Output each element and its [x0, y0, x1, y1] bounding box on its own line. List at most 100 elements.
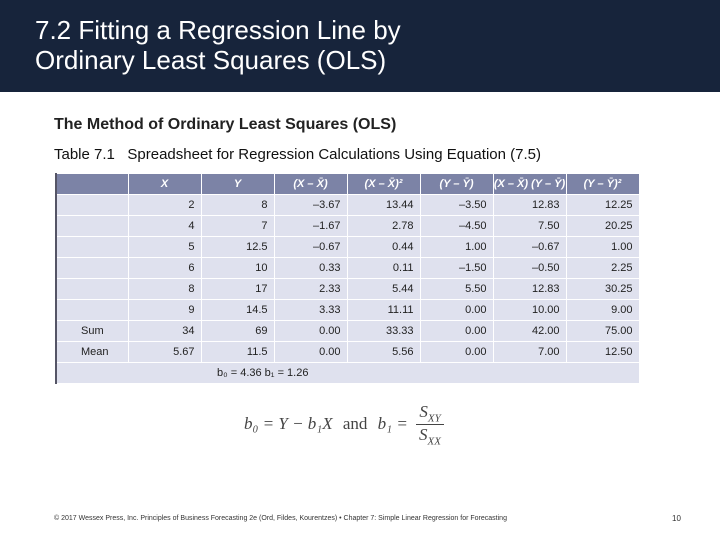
cell: 4: [127, 215, 202, 237]
cell: 9: [127, 299, 202, 321]
cell: 14.5: [200, 299, 275, 321]
row: 9 14.5 3.33 11.11 0.00 10.00 9.00: [55, 299, 640, 321]
cell: 12.83: [492, 278, 567, 300]
table-caption: Table 7.1 Spreadsheet for Regression Cal…: [54, 146, 541, 163]
row-label: [55, 299, 129, 321]
cell: 2.33: [273, 278, 348, 300]
header-cell: (Y – Ȳ)²: [565, 173, 640, 195]
row-label: [55, 236, 129, 258]
cell: 7.00: [492, 341, 567, 363]
den-sub: XX: [427, 435, 441, 448]
cell: 7: [200, 215, 275, 237]
row: 4 7 –1.67 2.78 –4.50 7.50 20.25: [55, 215, 640, 237]
caption-text: Spreadsheet for Regression Calculations …: [127, 146, 541, 163]
cell: 0.33: [273, 257, 348, 279]
cell: –1.50: [419, 257, 494, 279]
row: Sum 34 69 0.00 33.33 0.00 42.00 75.00: [55, 320, 640, 342]
header-cell: (X – X̄): [273, 173, 348, 195]
formula-lhs: b₀ = Y − b₁X: [244, 413, 333, 433]
cell: 5.44: [346, 278, 421, 300]
formula-rhs: b₁ =: [377, 413, 408, 433]
numerator: SXY: [416, 402, 444, 426]
cell: 12.5: [200, 236, 275, 258]
cell: 2.25: [565, 257, 640, 279]
title: 7.2 Fitting a Regression Line by: [35, 15, 401, 45]
cell: 0.11: [346, 257, 421, 279]
cell: –0.67: [492, 236, 567, 258]
row-label: [55, 215, 129, 237]
cell: –3.67: [273, 194, 348, 216]
title: Ordinary Least Squares (OLS): [35, 45, 387, 75]
cell: 5.56: [346, 341, 421, 363]
cell: 1.00: [565, 236, 640, 258]
row-label: [55, 194, 129, 216]
row: 8 17 2.33 5.44 5.50 12.83 30.25: [55, 278, 640, 300]
cell: 13.44: [346, 194, 421, 216]
cell: 8: [200, 194, 275, 216]
header-cell: (X – X̄)²: [346, 173, 421, 195]
row-label: Mean: [55, 341, 129, 363]
cell: 30.25: [565, 278, 640, 300]
cell: 20.25: [565, 215, 640, 237]
row: 2 8 –3.67 13.44 –3.50 12.83 12.25: [55, 194, 640, 216]
cell: 6: [127, 257, 202, 279]
row-label: [55, 278, 129, 300]
cell: –1.67: [273, 215, 348, 237]
cell: 75.00: [565, 320, 640, 342]
header-cell: X: [127, 173, 202, 195]
header-row: X Y (X – X̄) (X – X̄)² (Y – Ȳ) (X – X̄) (Y – …: [55, 173, 640, 195]
cell: 12.83: [492, 194, 567, 216]
cell: 12.25: [565, 194, 640, 216]
header-cell: (X – X̄) (Y – Ȳ): [492, 173, 567, 195]
cell: 0.44: [346, 236, 421, 258]
cell: 9.00: [565, 299, 640, 321]
row: 5 12.5 –0.67 0.44 1.00 –0.67 1.00: [55, 236, 640, 258]
cell: 3.33: [273, 299, 348, 321]
cell: 2: [127, 194, 202, 216]
cell: 5.67: [127, 341, 202, 363]
section-heading: The Method of Ordinary Least Squares (OL…: [54, 116, 397, 133]
cell: 1.00: [419, 236, 494, 258]
cell: 5: [127, 236, 202, 258]
cell: 69: [200, 320, 275, 342]
cell: 42.00: [492, 320, 567, 342]
cell: 5.50: [419, 278, 494, 300]
fraction: SXY SXX: [416, 402, 444, 448]
cell: 10.00: [492, 299, 567, 321]
coefficients: b₀ = 4.36 b₁ = 1.26: [55, 362, 640, 384]
cell: –4.50: [419, 215, 494, 237]
table: X Y (X – X̄) (X – X̄)² (Y – Ȳ) (X – X̄) (Y – …: [55, 173, 640, 384]
cell: 17: [200, 278, 275, 300]
den-base: S: [419, 425, 428, 445]
cell: 11.11: [346, 299, 421, 321]
cell: 0.00: [419, 341, 494, 363]
cell: 0.00: [273, 341, 348, 363]
cell: –0.67: [273, 236, 348, 258]
header-cell: [55, 173, 129, 195]
denominator: SXX: [416, 425, 444, 447]
header-cell: (Y – Ȳ): [419, 173, 494, 195]
cell: 33.33: [346, 320, 421, 342]
cell: 0.00: [419, 299, 494, 321]
title-bar: 7.2 Fitting a Regression Line by Ordinar…: [0, 0, 720, 92]
footer-credit: © 2017 Wessex Press, Inc. Principles of …: [54, 515, 507, 522]
caption-number: Table 7.1: [54, 146, 115, 163]
cell: 12.50: [565, 341, 640, 363]
row-label: [55, 257, 129, 279]
page-number: 10: [672, 514, 681, 523]
cell: 0.00: [419, 320, 494, 342]
cell: –3.50: [419, 194, 494, 216]
row: Mean 5.67 11.5 0.00 5.56 0.00 7.00 12.50: [55, 341, 640, 363]
cell: 2.78: [346, 215, 421, 237]
cell: 10: [200, 257, 275, 279]
cell: 0.00: [273, 320, 348, 342]
formula-conj: and: [342, 413, 368, 433]
header-cell: Y: [200, 173, 275, 195]
formula: b₀ = Y − b₁X and b₁ = SXY SXX: [244, 402, 444, 448]
cell: 8: [127, 278, 202, 300]
row-label: Sum: [55, 320, 129, 342]
num-base: S: [419, 402, 428, 421]
cell: 11.5: [200, 341, 275, 363]
cell: 34: [127, 320, 202, 342]
